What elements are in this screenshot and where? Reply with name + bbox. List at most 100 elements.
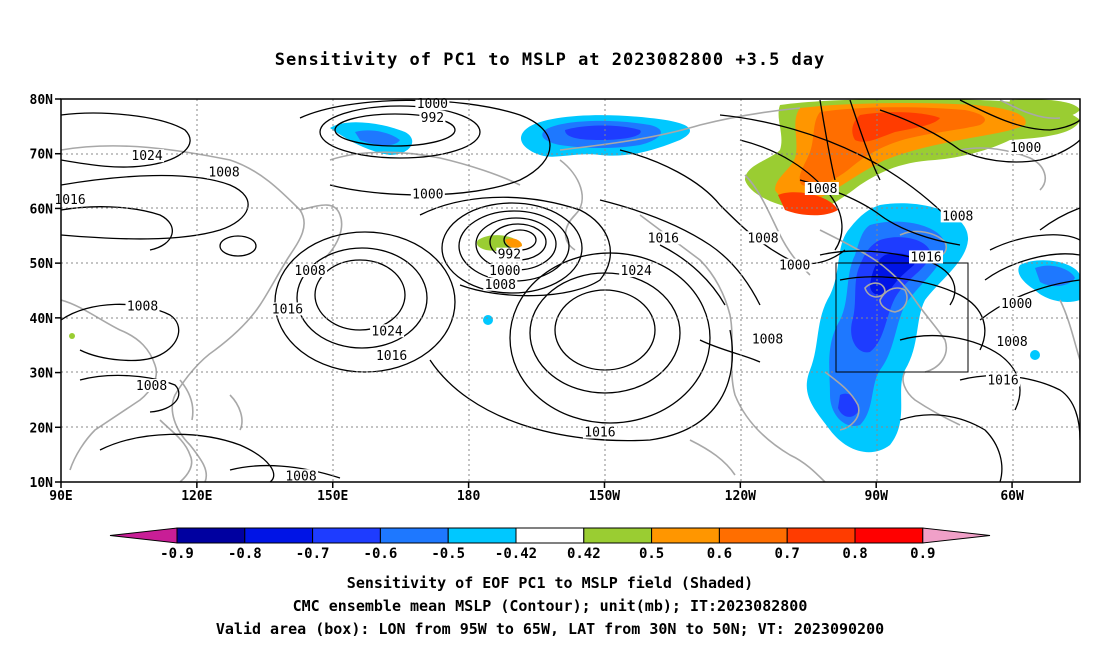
contour-label: 992	[421, 111, 444, 126]
contour-label: 1024	[371, 324, 402, 339]
contour-label-bg	[419, 110, 446, 124]
colorbar-label: -0.9	[160, 546, 194, 562]
contour-label-bg	[487, 264, 522, 278]
colorbar-label: 0.8	[842, 546, 867, 562]
contour-label: 1016	[910, 250, 941, 265]
contour-label-bg	[270, 302, 305, 316]
lat-label: 60N	[30, 202, 54, 217]
contour-label-bg	[207, 165, 242, 179]
contour-label-bg	[940, 209, 975, 223]
contour-label-bg	[410, 187, 445, 201]
contour-label: 1008	[996, 335, 1027, 350]
contour-label: 1008	[136, 379, 167, 394]
lat-label: 70N	[30, 148, 54, 163]
colorbar-label: -0.42	[495, 546, 537, 562]
footer-valid-area: Valid area (box): LON from 95W to 65W, L…	[215, 620, 885, 638]
footer-shading-description: Sensitivity of EOF PC1 to MSLP field (Sh…	[346, 574, 754, 592]
map-frame	[60, 98, 1081, 483]
contour-label-bg	[130, 149, 165, 163]
contour-label-bg	[134, 378, 169, 392]
contour-label: 992	[498, 248, 521, 263]
contour-label-bg	[125, 299, 160, 313]
valid-area-box	[835, 262, 969, 373]
contour-label: 1016	[584, 425, 615, 440]
contour-label: 1008	[208, 166, 239, 181]
contour-label: 1000	[1010, 141, 1041, 156]
contour-label-bg	[415, 97, 450, 111]
contour-label-bg	[284, 469, 319, 483]
contour-label-bg	[745, 231, 780, 245]
lon-label: 120W	[725, 489, 756, 504]
colorbar-cell	[786, 527, 856, 544]
contour-label-bg	[750, 332, 785, 346]
map-gridlines	[61, 99, 1080, 482]
contour-label: 1008	[806, 182, 837, 197]
colorbar-cell	[312, 527, 381, 544]
contour-label-bg	[582, 425, 617, 439]
colorbar-label: 0.9	[910, 546, 935, 562]
longitude-axis: 90E 120E 150E 180 150W 120W 90W 60W	[49, 482, 1024, 504]
colorbar-cell	[515, 527, 585, 544]
lon-label: 120E	[181, 489, 212, 504]
contour-label-bg	[646, 231, 681, 245]
lon-label: 150E	[317, 489, 348, 504]
contour-label-bg	[986, 373, 1021, 387]
colorbar-cell	[176, 527, 246, 544]
colorbar-label: -0.7	[296, 546, 330, 562]
colorbar-cell	[244, 527, 314, 544]
lon-label: 150W	[589, 489, 620, 504]
contour-label: 1008	[294, 264, 325, 279]
colorbar-label: 0.7	[775, 546, 800, 562]
lat-label: 40N	[30, 312, 54, 327]
contour-label: 1016	[376, 349, 407, 364]
contour-label: 1008	[942, 209, 973, 224]
contour-label: 1000	[1001, 297, 1032, 312]
contour-label: 1008	[752, 332, 783, 347]
colorbar-label: -0.8	[228, 546, 262, 562]
contour-label-bg	[370, 324, 405, 338]
contour-label-bg	[293, 264, 328, 278]
lon-label: 90E	[49, 489, 72, 504]
contour-label: 1008	[485, 278, 516, 293]
colorbar: -0.9 -0.8 -0.7 -0.6 -0.5 -0.42 0.42 0.5 0.6 0.7 0.…	[109, 527, 991, 562]
colorbar-label: -0.6	[364, 546, 398, 562]
coastlines	[61, 99, 1080, 482]
footer-contour-description: CMC ensemble mean MSLP (Contour); unit(m…	[292, 597, 808, 615]
contour-label-bg	[619, 264, 654, 278]
colorbar-label: 0.6	[707, 546, 732, 562]
contour-label: 1008	[747, 231, 778, 246]
contour-label-bg	[999, 296, 1034, 310]
contour-label: 1008	[285, 469, 316, 484]
contour-label: 1000	[489, 264, 520, 279]
colorbar-cell	[379, 527, 449, 544]
contour-label: 1000	[779, 259, 810, 274]
lat-label: 80N	[30, 93, 54, 108]
shaded-sensitivity	[69, 99, 1080, 453]
colorbar-label: 0.42	[567, 546, 601, 562]
contour-label-bg	[1008, 140, 1043, 154]
contour-label: 1016	[648, 231, 679, 246]
contour-label: 1016	[54, 193, 85, 208]
colorbar-label: 0.5	[639, 546, 664, 562]
lon-label: 60W	[1000, 489, 1024, 504]
lon-label: 180	[457, 489, 481, 504]
colorbar-cell	[854, 527, 924, 544]
colorbar-min-arrow	[109, 527, 178, 544]
contour-label: 1016	[272, 302, 303, 317]
contour-label-bg	[374, 348, 409, 362]
lat-label: 30N	[30, 367, 54, 382]
colorbar-cell	[583, 527, 653, 544]
colorbar-cell	[651, 527, 720, 544]
colorbar-cell	[718, 527, 788, 544]
contour-label: 1000	[412, 187, 443, 202]
lat-label: 20N	[30, 421, 54, 436]
contour-label-bg	[496, 247, 523, 261]
contour-label: 1016	[987, 374, 1018, 389]
lat-label: 10N	[30, 476, 54, 491]
contour-label: 1000	[417, 97, 448, 112]
contour-label-bg	[777, 258, 812, 272]
contour-label-bg	[804, 182, 839, 196]
latitude-axis: 80N 70N 60N 50N 40N 30N 20N 10N	[30, 93, 61, 491]
